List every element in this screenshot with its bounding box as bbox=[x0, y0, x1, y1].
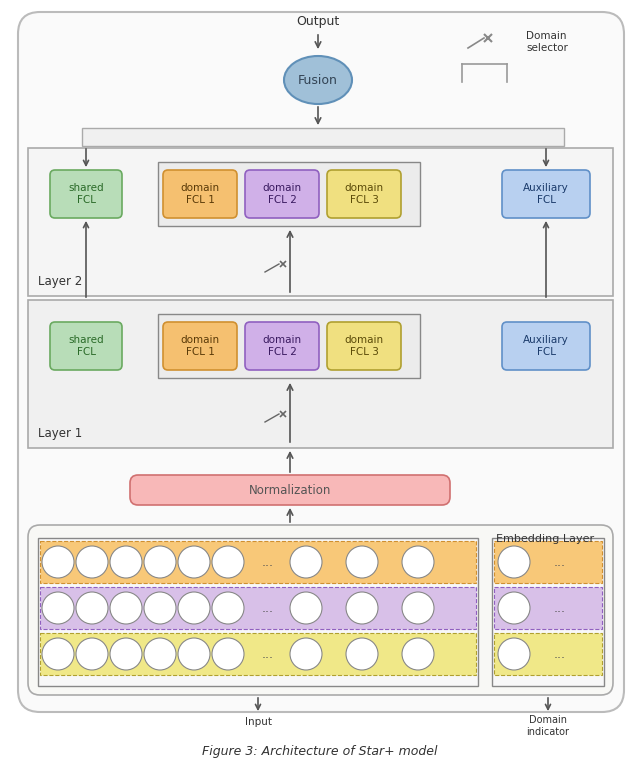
Text: Fusion: Fusion bbox=[298, 74, 338, 87]
Circle shape bbox=[178, 592, 210, 624]
FancyBboxPatch shape bbox=[502, 322, 590, 370]
FancyBboxPatch shape bbox=[245, 170, 319, 218]
Circle shape bbox=[402, 592, 434, 624]
Circle shape bbox=[178, 546, 210, 578]
Bar bbox=[494, 587, 602, 629]
Circle shape bbox=[290, 592, 322, 624]
Circle shape bbox=[110, 546, 142, 578]
Circle shape bbox=[498, 638, 530, 670]
Bar bbox=[492, 538, 604, 686]
Text: domain
FCL 2: domain FCL 2 bbox=[262, 183, 301, 205]
Circle shape bbox=[144, 638, 176, 670]
Bar bbox=[28, 300, 613, 448]
Circle shape bbox=[144, 592, 176, 624]
Text: ...: ... bbox=[554, 648, 566, 660]
Circle shape bbox=[76, 638, 108, 670]
Text: shared
FCL: shared FCL bbox=[68, 335, 104, 357]
Bar bbox=[82, 128, 564, 146]
Bar bbox=[40, 587, 476, 629]
Circle shape bbox=[402, 546, 434, 578]
Text: domain
FCL 1: domain FCL 1 bbox=[180, 183, 220, 205]
Circle shape bbox=[346, 638, 378, 670]
Text: domain
FCL 3: domain FCL 3 bbox=[344, 183, 383, 205]
FancyBboxPatch shape bbox=[502, 170, 590, 218]
Circle shape bbox=[212, 638, 244, 670]
Circle shape bbox=[498, 546, 530, 578]
FancyBboxPatch shape bbox=[28, 525, 613, 695]
Circle shape bbox=[290, 638, 322, 670]
Bar bbox=[494, 633, 602, 675]
Circle shape bbox=[42, 592, 74, 624]
Circle shape bbox=[76, 592, 108, 624]
Text: ...: ... bbox=[262, 556, 274, 568]
Circle shape bbox=[144, 546, 176, 578]
Text: domain
FCL 1: domain FCL 1 bbox=[180, 335, 220, 357]
Text: ...: ... bbox=[554, 556, 566, 568]
FancyBboxPatch shape bbox=[327, 322, 401, 370]
FancyBboxPatch shape bbox=[163, 170, 237, 218]
FancyBboxPatch shape bbox=[50, 170, 122, 218]
Text: ...: ... bbox=[262, 648, 274, 660]
Text: Layer 2: Layer 2 bbox=[38, 276, 82, 289]
Circle shape bbox=[212, 546, 244, 578]
Text: ...: ... bbox=[554, 601, 566, 615]
Circle shape bbox=[76, 546, 108, 578]
Bar bbox=[40, 541, 476, 583]
FancyBboxPatch shape bbox=[50, 322, 122, 370]
Text: Auxiliary
FCL: Auxiliary FCL bbox=[523, 335, 569, 357]
Bar bbox=[28, 148, 613, 296]
Bar bbox=[494, 541, 602, 583]
FancyBboxPatch shape bbox=[18, 12, 624, 712]
Text: Domain
selector: Domain selector bbox=[526, 31, 568, 53]
Circle shape bbox=[346, 592, 378, 624]
Text: Auxiliary
FCL: Auxiliary FCL bbox=[523, 183, 569, 205]
Circle shape bbox=[110, 592, 142, 624]
Text: Figure 3: Architecture of Star+ model: Figure 3: Architecture of Star+ model bbox=[202, 745, 438, 759]
Text: shared
FCL: shared FCL bbox=[68, 183, 104, 205]
Ellipse shape bbox=[284, 56, 352, 104]
FancyBboxPatch shape bbox=[130, 475, 450, 505]
Text: Embedding Layer: Embedding Layer bbox=[496, 534, 594, 544]
Text: Normalization: Normalization bbox=[249, 484, 331, 496]
Text: Domain
indicator: Domain indicator bbox=[527, 715, 570, 737]
Bar bbox=[40, 633, 476, 675]
Text: domain
FCL 3: domain FCL 3 bbox=[344, 335, 383, 357]
FancyBboxPatch shape bbox=[327, 170, 401, 218]
Text: domain
FCL 2: domain FCL 2 bbox=[262, 335, 301, 357]
Circle shape bbox=[178, 638, 210, 670]
Circle shape bbox=[42, 546, 74, 578]
Circle shape bbox=[212, 592, 244, 624]
FancyBboxPatch shape bbox=[163, 322, 237, 370]
Circle shape bbox=[290, 546, 322, 578]
Text: Layer 1: Layer 1 bbox=[38, 427, 82, 440]
Text: ...: ... bbox=[262, 601, 274, 615]
Circle shape bbox=[42, 638, 74, 670]
Bar bbox=[158, 162, 420, 226]
Bar bbox=[38, 538, 478, 686]
Circle shape bbox=[498, 592, 530, 624]
Circle shape bbox=[402, 638, 434, 670]
Text: Output: Output bbox=[296, 15, 340, 29]
Text: Input: Input bbox=[244, 717, 271, 727]
Bar bbox=[158, 314, 420, 378]
FancyBboxPatch shape bbox=[245, 322, 319, 370]
Circle shape bbox=[346, 546, 378, 578]
Circle shape bbox=[110, 638, 142, 670]
